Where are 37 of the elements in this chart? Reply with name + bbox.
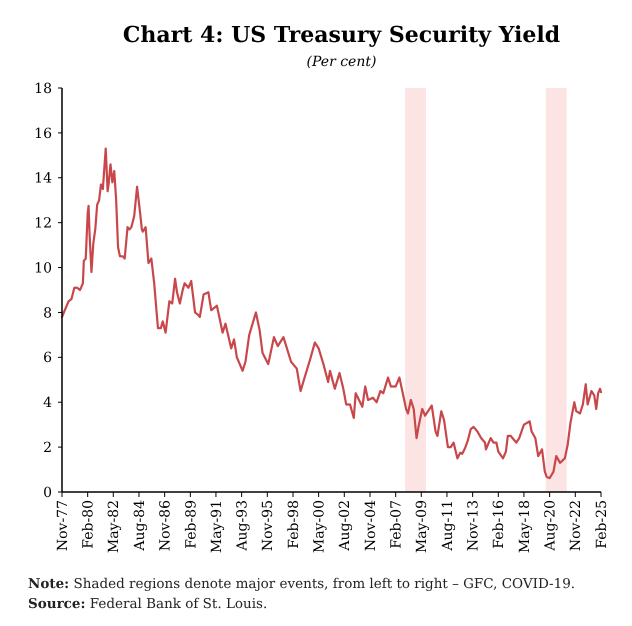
chart-title: Chart 4: US Treasury Security Yield: [122, 22, 560, 48]
x-tick-label: Aug-93: [234, 500, 251, 552]
x-tick-label: May-00: [312, 500, 328, 554]
x-tick-label: May-91: [208, 500, 225, 554]
x-tick-label: May-18: [516, 500, 533, 554]
x-tick-label: Feb-25: [594, 500, 610, 549]
y-tick-label: 18: [34, 80, 52, 97]
x-tick-label: May-82: [106, 500, 122, 554]
y-tick-label: 0: [43, 484, 52, 501]
x-tick-label: Feb-98: [286, 500, 302, 549]
source-note: Source: Federal Bank of St. Louis.: [28, 596, 268, 612]
y-tick-label: 6: [43, 350, 52, 366]
x-tick-label: Feb-89: [183, 500, 200, 549]
y-tick-label: 14: [34, 170, 52, 187]
x-tick-label: Feb-80: [80, 500, 97, 549]
x-tick-label: Nov-77: [54, 500, 71, 552]
x-tick-label: Nov-22: [568, 500, 584, 552]
x-tick-label: Nov-95: [260, 500, 276, 552]
x-tick-label: Feb-07: [388, 500, 405, 549]
y-tick-label: 8: [43, 305, 52, 322]
x-tick-label: Nov-86: [158, 500, 174, 552]
x-tick-label: Aug-02: [337, 500, 354, 552]
chart-subtitle: (Per cent): [306, 54, 376, 70]
x-tick-label: May-09: [414, 500, 430, 554]
y-tick-label: 2: [43, 440, 52, 456]
x-tick-label: Aug-84: [132, 500, 148, 552]
x-tick-label: Feb-16: [491, 500, 508, 549]
line-series: [60, 148, 602, 480]
x-tick-label: Nov-13: [466, 500, 482, 552]
x-tick-label: Aug-20: [542, 500, 559, 552]
x-tick-label: Nov-04: [362, 500, 379, 552]
y-tick-label: 16: [34, 126, 52, 142]
y-tick-label: 12: [34, 216, 52, 232]
y-tick-label: 4: [43, 395, 52, 412]
y-tick-label: 10: [34, 260, 52, 276]
x-tick-label: Aug-11: [440, 500, 456, 552]
text: Note: Shaded regions denote major events, from left to right – GFC, COVID-19.: [28, 576, 576, 592]
